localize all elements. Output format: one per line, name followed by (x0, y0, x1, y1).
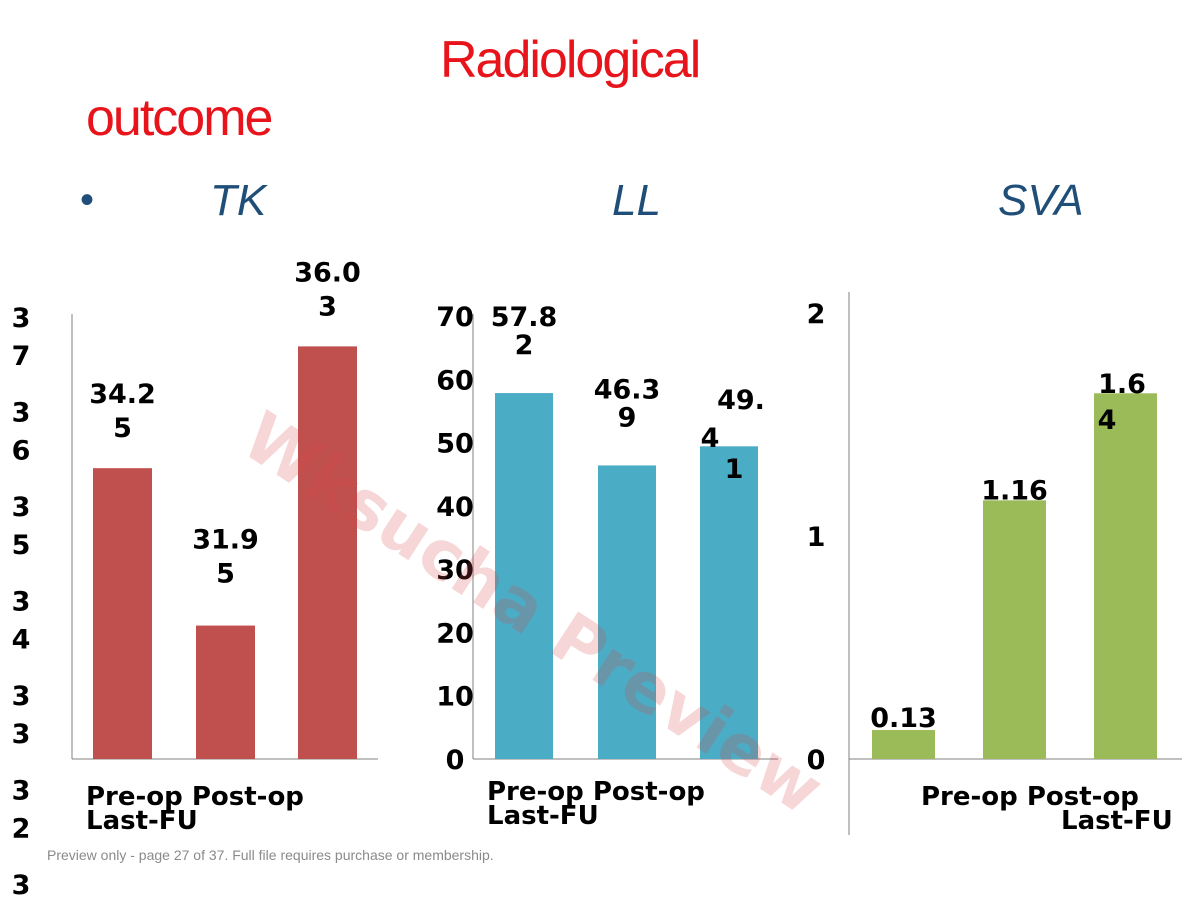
y-tick-label: 30 (436, 555, 474, 586)
bar (495, 393, 553, 759)
bullet-icon: • (80, 178, 95, 222)
x-category-label: Last-FU (487, 801, 599, 831)
y-tick-label: 3 (12, 587, 31, 618)
y-tick-label: 20 (436, 618, 474, 649)
y-tick-label: 3 (12, 681, 31, 712)
x-category-label: Last-FU (1061, 806, 1173, 836)
bar (1094, 393, 1157, 759)
subtitle-tk: TK (210, 176, 267, 225)
y-tick-label: 0 (446, 745, 465, 776)
bar (196, 625, 255, 759)
data-label: 4 (701, 423, 720, 454)
data-label: 31.9 (192, 525, 259, 556)
y-tick-label: 3 (12, 870, 31, 900)
y-tick-label: 3 (12, 492, 31, 523)
data-label: 5 (216, 559, 235, 590)
y-tick-label: 6 (12, 436, 31, 467)
slide-title-line1: Radiological (440, 31, 701, 89)
y-tick-label: 10 (436, 682, 474, 713)
y-tick-label: 40 (436, 492, 474, 523)
y-tick-label: 3 (12, 776, 31, 807)
data-label: 46.3 (594, 374, 661, 405)
footer-note: Preview only - page 27 of 37. Full file … (47, 847, 494, 863)
data-label: 2 (515, 330, 534, 361)
x-category-label: Pre-op Post-op (921, 782, 1139, 812)
bar (598, 465, 656, 759)
bar (872, 730, 935, 759)
data-label: 4 (1098, 405, 1117, 436)
data-label: 1 (725, 454, 744, 485)
y-tick-label: 60 (436, 365, 474, 396)
y-tick-label: 70 (436, 302, 474, 333)
bar (700, 446, 758, 759)
data-label: 49. (717, 385, 765, 416)
y-tick-label: 2 (12, 814, 31, 845)
x-category-label: Pre-op Post-op (487, 777, 705, 807)
y-tick-label: 5 (12, 530, 31, 561)
y-tick-label: 3 (12, 398, 31, 429)
x-category-label: Last-FU (86, 806, 198, 836)
y-tick-label: 7 (12, 341, 31, 372)
y-tick-label: 0 (807, 745, 826, 776)
bar (298, 346, 357, 759)
y-tick-label: 4 (12, 625, 31, 656)
subtitle-ll: LL (612, 176, 661, 225)
y-tick-label: 3 (12, 719, 31, 750)
data-label: 57.8 (491, 302, 558, 333)
y-tick-label: 2 (807, 299, 826, 330)
data-label: 5 (113, 413, 132, 444)
y-tick-label: 1 (807, 522, 826, 553)
x-category-label: Pre-op Post-op (86, 782, 304, 812)
slide-title-line2: outcome (86, 89, 273, 147)
subtitle-sva: SVA (998, 176, 1084, 225)
y-tick-label: 50 (436, 429, 474, 460)
bar (93, 468, 152, 759)
y-tick-label: 3 (12, 303, 31, 334)
data-label: 0.13 (870, 703, 937, 734)
data-label: 3 (318, 291, 337, 322)
bar (983, 500, 1046, 759)
data-label: 36.0 (294, 257, 361, 288)
data-label: 1.16 (981, 475, 1048, 506)
data-label: 34.2 (89, 379, 156, 410)
data-label: 9 (618, 402, 637, 433)
data-label: 1.6 (1098, 369, 1146, 400)
